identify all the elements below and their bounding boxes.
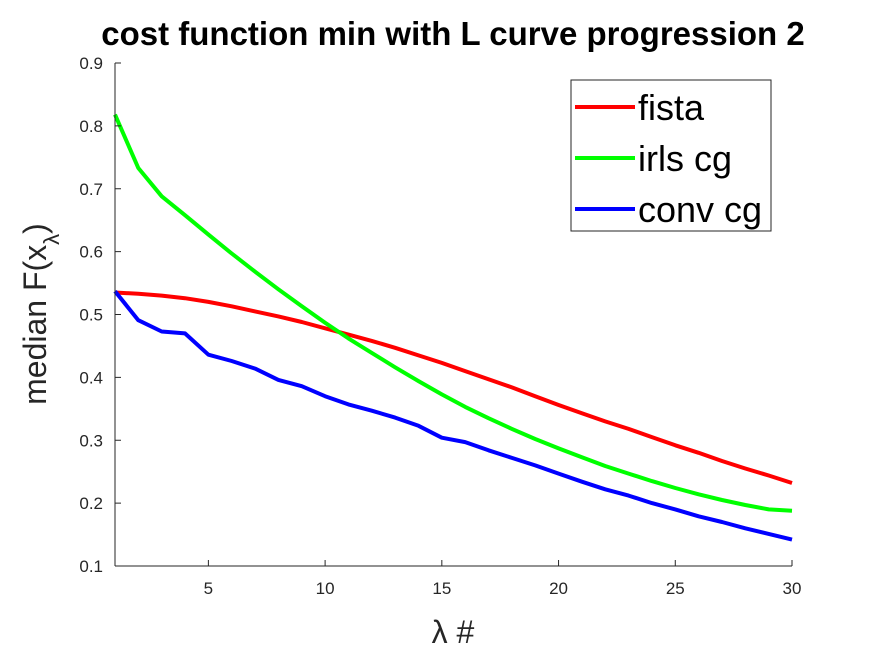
- x-tick-label: 20: [549, 579, 568, 598]
- series-line-fista: [114, 290, 793, 485]
- series-line-conv-cg: [113, 289, 793, 542]
- y-axis-label: median F(xλ): [17, 223, 64, 405]
- y-tick-label: 0.5: [79, 306, 103, 325]
- x-tick-label: 25: [666, 579, 685, 598]
- x-tick-label: 15: [432, 579, 451, 598]
- series-layer: [113, 113, 793, 542]
- y-axis-label-subscript: λ: [39, 234, 64, 245]
- y-tick-label: 0.3: [79, 431, 103, 450]
- legend-label: conv cg: [638, 189, 762, 230]
- y-tick-label: 0.9: [79, 54, 103, 73]
- x-tick-label: 5: [204, 579, 213, 598]
- x-ticks: 5 10 15 20 25 30: [204, 560, 802, 598]
- series-line-irls-cg: [113, 113, 793, 513]
- legend-label: fista: [638, 87, 705, 128]
- x-tick-label: 10: [316, 579, 335, 598]
- chart-title: cost function min with L curve progressi…: [101, 15, 805, 52]
- y-tick-label: 0.2: [79, 494, 103, 513]
- y-axis-label-main: median F(x: [17, 245, 53, 405]
- y-tick-label: 0.4: [79, 368, 103, 387]
- x-axis-label: λ #: [432, 614, 475, 650]
- y-tick-label: 0.6: [79, 243, 103, 262]
- y-tick-label: 0.1: [79, 557, 103, 576]
- legend-label: irls cg: [638, 138, 732, 179]
- x-tick-label: 30: [783, 579, 802, 598]
- y-axis-label-suffix: ): [17, 223, 53, 234]
- y-ticks: 0.1 0.2 0.3 0.4 0.5 0.6 0.7 0.8 0.9: [79, 54, 121, 576]
- y-tick-label: 0.8: [79, 117, 103, 136]
- y-tick-label: 0.7: [79, 180, 103, 199]
- legend: fista irls cg conv cg: [570, 79, 772, 232]
- y-axis-label-group: median F(xλ): [17, 223, 64, 405]
